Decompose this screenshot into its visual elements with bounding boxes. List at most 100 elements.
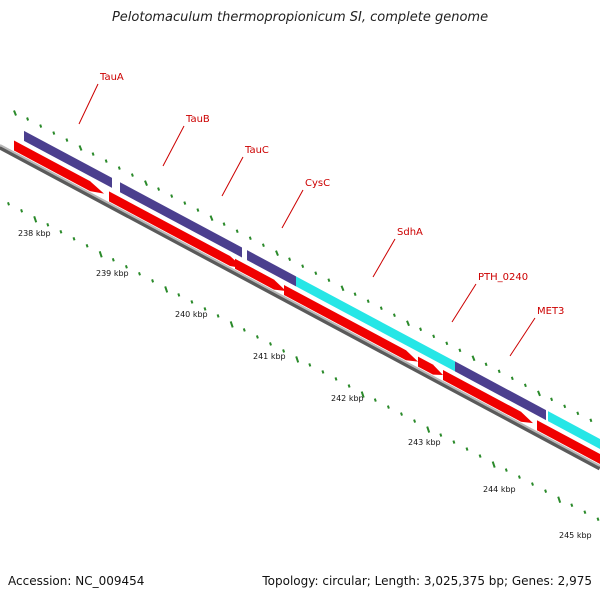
outer-tick bbox=[157, 187, 161, 191]
outer-tick bbox=[78, 145, 83, 151]
outer-tick bbox=[432, 334, 436, 339]
outer-tick bbox=[510, 376, 514, 381]
outer-tick bbox=[563, 404, 567, 409]
gene-label-group: TauA TauB TauC CysC SdhA PTH_0240 MET3 bbox=[78, 72, 564, 357]
outer-tick bbox=[406, 320, 410, 327]
gene-label: SdhA bbox=[397, 227, 423, 238]
gene-label: MET3 bbox=[537, 306, 564, 317]
genome-summary-text: Topology: circular; Length: 3,025,375 bp… bbox=[262, 574, 592, 588]
scale-tick bbox=[164, 286, 169, 293]
outer-tick bbox=[104, 159, 108, 163]
outer-tick bbox=[366, 299, 370, 304]
scale-tick bbox=[138, 272, 141, 276]
scale-tick bbox=[557, 496, 562, 503]
feature-track bbox=[24, 130, 600, 449]
scale-tick bbox=[216, 314, 220, 318]
outer-tick bbox=[65, 138, 69, 142]
scale-tick bbox=[20, 208, 24, 213]
outer-tick bbox=[576, 411, 580, 416]
outer-tick bbox=[288, 257, 292, 261]
scale-tick bbox=[72, 237, 76, 241]
gene-leader-line bbox=[451, 283, 477, 323]
scale-label: 245 kbp bbox=[559, 531, 592, 540]
outer-tick bbox=[550, 397, 554, 402]
accession-text: Accession: NC_009454 bbox=[8, 574, 145, 588]
outer-tick bbox=[301, 264, 305, 268]
scale-tick bbox=[570, 503, 574, 507]
cds-track bbox=[14, 140, 600, 464]
scale-tick bbox=[491, 461, 496, 468]
outer-tick bbox=[340, 285, 345, 292]
outer-tick bbox=[248, 236, 252, 240]
gene-leader-line bbox=[78, 83, 99, 125]
feature-segment bbox=[120, 182, 242, 258]
scale-tick bbox=[347, 384, 351, 388]
gene-leader-line bbox=[372, 238, 396, 278]
scale-label: 238 kbp bbox=[18, 229, 51, 238]
gene-leader-line bbox=[509, 317, 536, 357]
outer-tick bbox=[589, 418, 593, 423]
scale-tick bbox=[426, 426, 431, 433]
scale-tick bbox=[295, 356, 300, 363]
scale-tick bbox=[229, 321, 234, 328]
scale-tick bbox=[321, 370, 325, 374]
gene-label: TauC bbox=[244, 145, 269, 156]
gene-leader-line bbox=[221, 156, 244, 197]
gene-leader-line bbox=[281, 189, 304, 229]
cds-arrow bbox=[284, 284, 418, 362]
outer-tick bbox=[445, 341, 449, 346]
scale-tick bbox=[452, 440, 456, 444]
scale-tick bbox=[46, 222, 50, 227]
outer-tick-row bbox=[13, 110, 593, 423]
scale-tick-row bbox=[7, 201, 600, 521]
outer-tick bbox=[235, 229, 239, 233]
scale-tick bbox=[190, 300, 194, 304]
outer-tick bbox=[170, 194, 174, 198]
scale-tick bbox=[269, 342, 272, 346]
cds-arrow bbox=[14, 140, 104, 194]
scale-tick bbox=[124, 265, 128, 269]
scale-label: 239 kbp bbox=[96, 269, 129, 278]
scale-tick bbox=[282, 349, 286, 353]
gene-label: TauB bbox=[185, 114, 210, 125]
scale-tick bbox=[583, 510, 587, 514]
cds-arrow bbox=[443, 370, 533, 424]
outer-tick bbox=[117, 166, 121, 170]
backbone bbox=[0, 144, 600, 467]
gene-leader-line bbox=[162, 125, 185, 167]
outer-tick bbox=[144, 180, 148, 186]
feature-segment bbox=[455, 361, 546, 421]
scale-tick bbox=[517, 475, 521, 479]
scale-tick bbox=[465, 447, 469, 451]
scale-tick bbox=[242, 328, 246, 332]
outer-tick bbox=[91, 152, 95, 156]
scale-tick bbox=[531, 482, 534, 486]
outer-tick bbox=[196, 208, 200, 212]
outer-tick bbox=[39, 124, 43, 128]
scale-tick bbox=[400, 412, 403, 416]
feature-segment bbox=[296, 276, 455, 372]
cds-arrow bbox=[537, 420, 600, 464]
outer-tick bbox=[471, 355, 476, 362]
outer-tick bbox=[209, 215, 214, 221]
outer-tick bbox=[130, 173, 134, 177]
cds-arrow bbox=[418, 356, 443, 376]
scale-tick bbox=[504, 468, 508, 472]
scale-label: 240 kbp bbox=[175, 310, 208, 319]
outer-tick bbox=[458, 348, 462, 353]
scale-tick bbox=[373, 398, 377, 402]
outer-tick bbox=[497, 369, 501, 374]
outer-tick bbox=[379, 306, 383, 311]
map-title: Pelotomaculum thermopropionicum SI, comp… bbox=[111, 10, 489, 25]
scale-label: 243 kbp bbox=[408, 438, 441, 447]
scale-tick bbox=[59, 229, 63, 234]
scale-tick bbox=[151, 279, 155, 283]
scale-tick bbox=[439, 433, 443, 437]
outer-tick bbox=[314, 271, 318, 276]
outer-tick bbox=[275, 250, 279, 257]
feature-segment bbox=[24, 130, 112, 188]
scale-tick bbox=[478, 454, 482, 458]
feature-segment bbox=[247, 250, 296, 287]
scale-tick bbox=[98, 251, 103, 258]
